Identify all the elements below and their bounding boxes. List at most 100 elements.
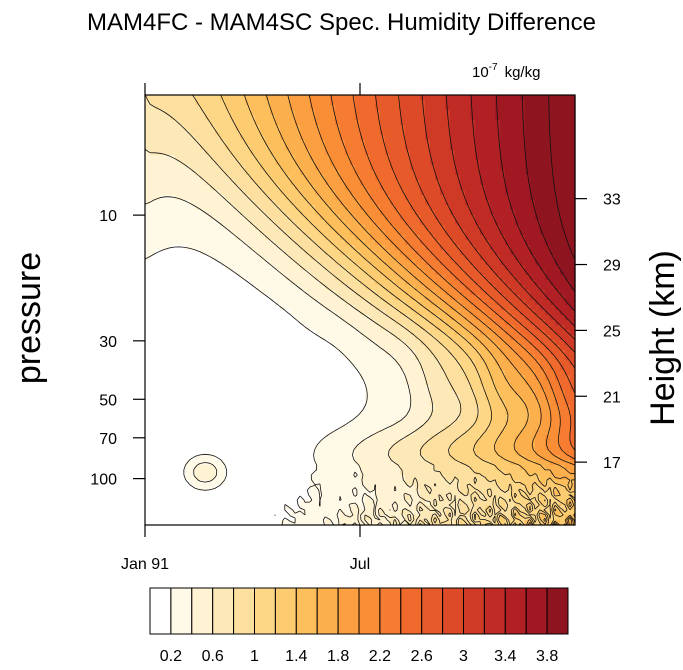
heatmap-cell	[205, 180, 211, 186]
heatmap-cell	[200, 290, 206, 296]
heatmap-cell	[495, 295, 501, 301]
heatmap-cell	[390, 185, 396, 191]
heatmap-cell	[305, 365, 311, 371]
heatmap-cell	[355, 225, 361, 231]
heatmap-cell	[150, 205, 156, 211]
heatmap-cell	[380, 225, 386, 231]
heatmap-cell	[305, 210, 311, 216]
heatmap-cell	[420, 245, 426, 251]
heatmap-cell	[440, 145, 446, 151]
heatmap-cell	[155, 335, 161, 341]
heatmap-cell	[555, 270, 561, 276]
heatmap-cell	[275, 240, 281, 246]
heatmap-cell	[520, 260, 526, 266]
heatmap-cell	[510, 105, 516, 111]
heatmap-cell	[365, 255, 371, 261]
heatmap-cell	[275, 325, 281, 331]
heatmap-cell	[275, 235, 281, 241]
heatmap-cell	[535, 105, 541, 111]
heatmap-cell	[490, 170, 496, 176]
heatmap-cell	[505, 185, 511, 191]
heatmap-cell	[145, 100, 151, 106]
heatmap-cell	[470, 375, 476, 381]
heatmap-cell	[330, 105, 336, 111]
heatmap-cell	[490, 335, 496, 341]
heatmap-cell	[490, 125, 496, 131]
heatmap-cell	[475, 230, 481, 236]
heatmap-cell	[275, 180, 281, 186]
heatmap-cell	[340, 260, 346, 266]
heatmap-cell	[225, 105, 231, 111]
heatmap-cell	[460, 300, 466, 306]
heatmap-cell	[560, 115, 566, 121]
heatmap-cell	[265, 305, 271, 311]
heatmap-cell	[375, 310, 381, 316]
heatmap-cell	[410, 130, 416, 136]
heatmap-cell	[405, 285, 411, 291]
heatmap-cell	[455, 180, 461, 186]
heatmap-cell	[515, 260, 521, 266]
heatmap-cell	[280, 365, 286, 371]
heatmap-cell	[245, 110, 251, 116]
heatmap-cell	[200, 175, 206, 181]
heatmap-cell	[275, 380, 281, 386]
heatmap-cell	[240, 335, 246, 341]
heatmap-cell	[280, 95, 286, 101]
heatmap-cell	[160, 135, 166, 141]
heatmap-cell	[520, 275, 526, 281]
heatmap-cell	[460, 160, 466, 166]
heatmap-cell	[370, 95, 376, 101]
heatmap-cell	[395, 280, 401, 286]
heatmap-cell	[495, 215, 501, 221]
heatmap-cell	[285, 370, 291, 376]
heatmap-cell	[355, 350, 361, 356]
heatmap-cell	[250, 335, 256, 341]
heatmap-cell	[365, 175, 371, 181]
heatmap-cell	[385, 360, 391, 366]
heatmap-cell	[315, 300, 321, 306]
heatmap-cell	[395, 95, 401, 101]
heatmap-cell	[330, 95, 336, 101]
heatmap-cell	[270, 315, 276, 321]
heatmap-cell	[190, 210, 196, 216]
heatmap-cell	[325, 180, 331, 186]
heatmap-cell	[395, 340, 401, 346]
heatmap-cell	[510, 155, 516, 161]
heatmap-cell	[375, 165, 381, 171]
heatmap-cell	[235, 140, 241, 146]
heatmap-cell	[560, 100, 566, 106]
heatmap-cell	[215, 290, 221, 296]
heatmap-cell	[375, 315, 381, 321]
heatmap-cell	[520, 370, 526, 376]
heatmap-cell	[290, 260, 296, 266]
heatmap-cell	[350, 110, 356, 116]
heatmap-cell	[440, 120, 446, 126]
heatmap-cell	[560, 175, 566, 181]
heatmap-cell	[145, 215, 151, 221]
heatmap-cell	[160, 340, 166, 346]
heatmap-cell	[530, 220, 536, 226]
heatmap-cell	[570, 210, 576, 216]
heatmap-cell	[505, 370, 511, 376]
heatmap-cell	[295, 270, 301, 276]
heatmap-cell	[535, 340, 541, 346]
heatmap-cell	[235, 265, 241, 271]
heatmap-cell	[525, 225, 531, 231]
heatmap-cell	[220, 215, 226, 221]
heatmap-cell	[255, 270, 261, 276]
heatmap-cell	[170, 145, 176, 151]
heatmap-cell	[555, 255, 561, 261]
heatmap-cell	[375, 225, 381, 231]
heatmap-cell	[555, 325, 561, 331]
heatmap-cell	[170, 100, 176, 106]
heatmap-cell	[245, 190, 251, 196]
heatmap-cell	[185, 100, 191, 106]
heatmap-cell	[150, 285, 156, 291]
heatmap-cell	[210, 145, 216, 151]
heatmap-cell	[520, 170, 526, 176]
heatmap-cell	[420, 200, 426, 206]
heatmap-cell	[255, 180, 261, 186]
heatmap-cell	[550, 125, 556, 131]
heatmap-cell	[220, 155, 226, 161]
heatmap-cell	[415, 320, 421, 326]
